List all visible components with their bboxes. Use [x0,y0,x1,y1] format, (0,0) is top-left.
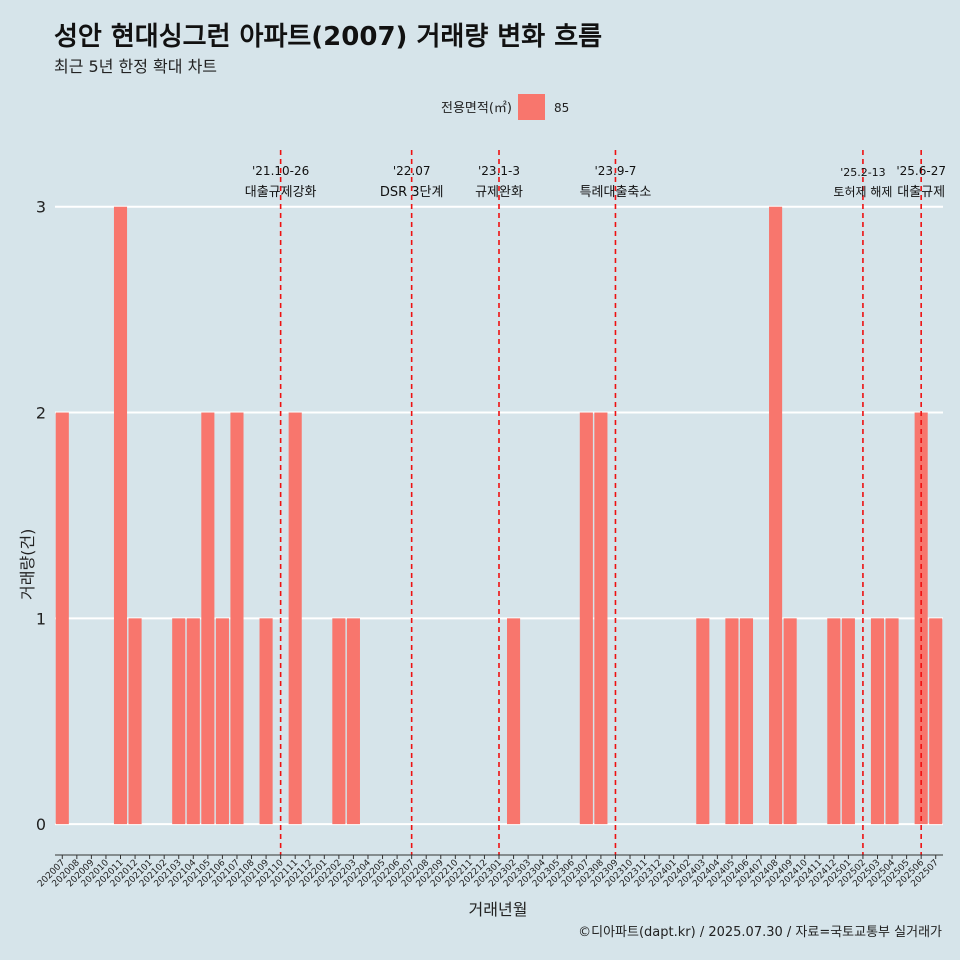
bar-202409 [783,618,797,825]
event-date-5: '25.6-27 [896,164,946,178]
chart-subtitle: 최근 5년 한정 확대 차트 [54,57,218,76]
y-axis-label: 거래량(건) [18,528,37,600]
source-caption: ©디아파트(dapt.kr) / 2025.07.30 / 자료=국토교통부 실… [578,925,942,940]
bar-202111 [288,412,302,825]
event-label-1: DSR 3단계 [380,185,444,200]
chart-title: 성안 현대싱그런 아파트(2007) 거래량 변화 흐름 [54,22,603,52]
bar-202202 [332,618,346,825]
event-date-3: '23.9-7 [594,164,636,178]
legend-title: 전용면적(㎡) [441,101,512,116]
bar-202406 [739,618,754,825]
event-label-4: 토허제 해제 [833,185,892,199]
event-date-2: '23.1-3 [478,164,520,178]
bar-202103 [172,618,186,825]
bar-202302 [507,618,521,825]
event-date-1: '22.07 [393,164,431,178]
bar-202104 [186,618,200,825]
bar-202109 [259,618,273,825]
bar-202308 [594,412,608,825]
y-tick-label-3: 3 [36,198,46,217]
bar-202011 [113,206,128,825]
y-tick-label-0: 0 [36,815,46,834]
bars [55,206,943,825]
bar-202504 [885,618,899,825]
bar-202106 [215,618,229,825]
event-label-0: 대출규제강화 [245,185,317,200]
x-axis-label: 거래년월 [468,900,528,919]
y-tick-label-1: 1 [36,609,46,628]
y-tick-label-2: 2 [36,404,46,423]
bar-202107 [230,412,244,825]
bar-202405 [725,618,739,825]
bar-202408 [769,206,783,825]
bar-202507 [929,618,943,825]
bar-202412 [827,618,841,825]
y-ticks: 0 1 2 3 [36,198,46,834]
bar-202007 [55,412,69,825]
event-label-5: 대출규제 [897,185,945,200]
bar-202012 [128,618,142,825]
event-lines: '21.10-26 대출규제강화 '22.07 DSR 3단계 '23.1-3 규제완화 '… [245,150,946,855]
bar-202307 [579,412,593,825]
bar-202501 [841,618,855,825]
bar-202503 [870,618,885,825]
legend: 전용면적(㎡) 85 [441,94,569,120]
event-label-3: 특례대출축소 [580,185,652,200]
event-date-0: '21.10-26 [252,164,309,178]
event-label-2: 규제완화 [475,185,523,200]
event-date-4: '25.2-13 [840,166,885,179]
legend-label-85: 85 [554,101,569,115]
x-axis: 2020072020082020092020102020112020122021… [36,854,943,889]
legend-swatch-85 [518,94,545,120]
bar-202105 [201,412,215,825]
bar-202403 [696,618,710,825]
bar-202203 [346,618,360,825]
